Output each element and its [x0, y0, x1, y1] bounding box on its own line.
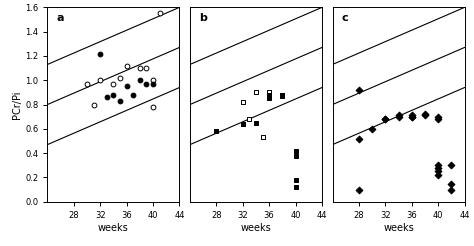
Point — [434, 117, 442, 121]
Point — [156, 12, 164, 15]
Point — [408, 115, 416, 119]
Point — [355, 137, 363, 140]
Point — [129, 93, 137, 97]
Point — [123, 84, 130, 88]
Point — [103, 95, 110, 99]
Text: a: a — [56, 13, 64, 23]
Point — [143, 66, 150, 70]
Point — [434, 173, 442, 177]
Point — [96, 52, 104, 56]
Point — [279, 93, 286, 97]
Point — [434, 115, 442, 119]
Point — [136, 78, 144, 82]
Point — [292, 185, 300, 189]
Point — [252, 121, 260, 125]
Point — [265, 91, 273, 94]
Point — [395, 115, 402, 119]
Point — [279, 93, 286, 97]
Point — [136, 66, 144, 70]
Point — [109, 82, 117, 86]
Point — [382, 117, 389, 121]
Point — [434, 169, 442, 173]
Text: b: b — [199, 13, 207, 23]
Point — [252, 91, 260, 94]
Point — [90, 103, 97, 107]
Point — [149, 105, 157, 109]
Point — [434, 163, 442, 167]
Point — [447, 163, 455, 167]
Point — [408, 113, 416, 117]
Point — [116, 99, 124, 103]
Text: c: c — [342, 13, 348, 23]
X-axis label: weeks: weeks — [98, 223, 129, 232]
X-axis label: weeks: weeks — [383, 223, 414, 232]
Point — [292, 149, 300, 153]
Point — [143, 82, 150, 86]
Point — [149, 78, 157, 82]
Point — [116, 76, 124, 80]
Y-axis label: PCr/Pi: PCr/Pi — [12, 90, 22, 119]
Point — [421, 112, 428, 116]
Point — [434, 166, 442, 170]
Point — [447, 182, 455, 185]
Point — [149, 82, 157, 86]
Point — [259, 135, 266, 139]
Point — [292, 178, 300, 182]
Point — [355, 188, 363, 192]
Point — [265, 96, 273, 100]
Point — [368, 127, 376, 131]
Point — [421, 113, 428, 117]
Point — [246, 117, 253, 121]
Point — [123, 64, 130, 68]
Point — [212, 129, 220, 133]
Point — [395, 113, 402, 117]
Point — [239, 100, 246, 104]
Point — [265, 93, 273, 97]
Point — [83, 82, 91, 86]
Point — [382, 117, 389, 121]
Point — [239, 122, 246, 126]
Point — [355, 88, 363, 92]
Point — [447, 188, 455, 192]
Point — [96, 78, 104, 82]
Point — [109, 93, 117, 97]
Point — [279, 94, 286, 98]
Point — [408, 115, 416, 119]
X-axis label: weeks: weeks — [241, 223, 271, 232]
Point — [239, 122, 246, 126]
Point — [292, 154, 300, 157]
